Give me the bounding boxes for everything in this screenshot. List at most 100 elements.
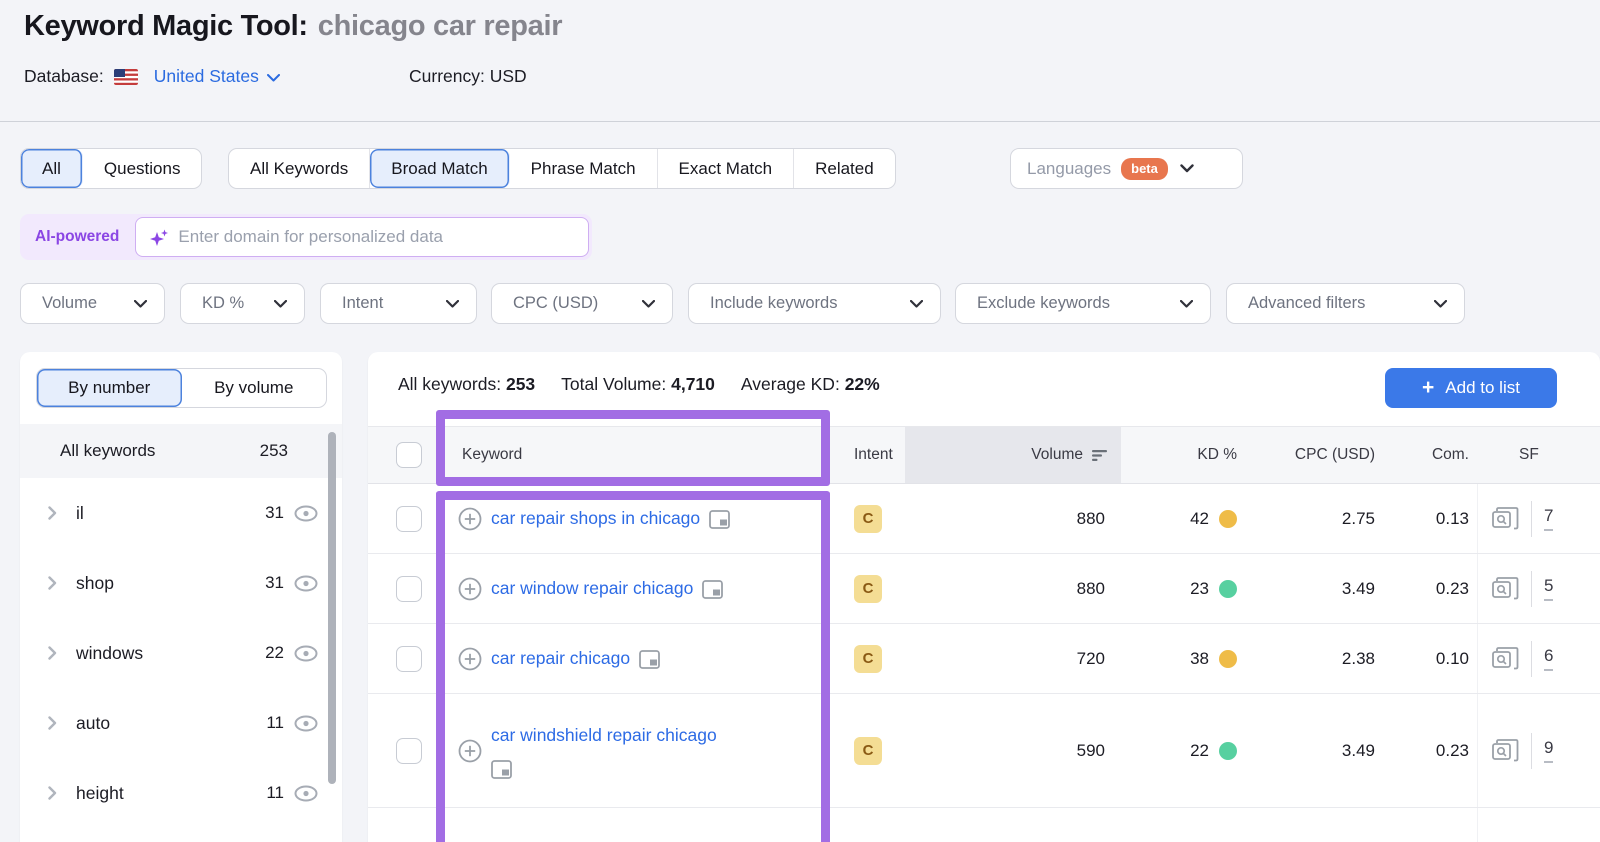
chevron-down-icon — [274, 299, 287, 308]
eye-icon[interactable] — [294, 715, 318, 732]
group-all-keywords[interactable]: All keywords 253 — [20, 424, 342, 478]
filter-exclude-keywords[interactable]: Exclude keywords — [955, 283, 1211, 324]
group-count: 11 — [266, 713, 284, 732]
group-label: height — [76, 782, 124, 803]
serp-preview-icon[interactable] — [1492, 576, 1519, 601]
column-header-volume[interactable]: Volume — [905, 427, 1121, 483]
column-header-com[interactable]: Com. — [1431, 446, 1469, 463]
tab-questions[interactable]: Questions — [103, 158, 181, 178]
serp-preview-icon[interactable] — [1492, 506, 1519, 531]
row-checkbox[interactable] — [396, 737, 422, 764]
filter-cpc[interactable]: CPC (USD) — [491, 283, 673, 324]
group-count: 253 — [259, 441, 288, 460]
group-il[interactable]: il 31 — [20, 478, 342, 548]
keyword-groups-panel: By number By volume All keywords 253 il … — [20, 352, 342, 842]
divider — [1531, 570, 1532, 607]
divider — [1531, 732, 1532, 769]
sidebar-scrollbar[interactable] — [328, 432, 336, 784]
cpc-value: 2.38 — [1341, 648, 1375, 668]
add-keyword-icon[interactable] — [458, 507, 482, 531]
com-value: 0.10 — [1435, 648, 1469, 668]
sf-count[interactable]: 5 — [1544, 576, 1554, 601]
eye-icon[interactable] — [294, 575, 318, 592]
keyword-link[interactable]: car repair shops in chicago — [491, 505, 731, 531]
tab-all-keywords[interactable]: All Keywords — [229, 149, 371, 188]
select-all-checkbox[interactable] — [396, 442, 422, 468]
chevron-right-icon[interactable] — [48, 646, 68, 660]
add-keyword-icon[interactable] — [458, 739, 482, 763]
table-header-row: Keyword Intent Volume KD % CPC (USD) Com… — [368, 426, 1600, 484]
chevron-right-icon[interactable] — [48, 716, 68, 730]
volume-value: 880 — [1076, 508, 1105, 528]
table-row: car repair chicago C 720 38 2.38 0.10 6 — [368, 624, 1600, 694]
toggle-by-volume[interactable]: By volume — [214, 378, 294, 397]
group-label: shop — [76, 572, 114, 593]
tab-broad-match[interactable]: Broad Match — [370, 149, 510, 188]
row-checkbox[interactable] — [396, 505, 422, 532]
group-count: 11 — [266, 783, 284, 802]
header-divider — [0, 121, 1600, 122]
languages-dropdown[interactable]: Languages beta — [1010, 148, 1243, 189]
table-row: car windshield repair chicago C 590 22 3… — [368, 694, 1600, 808]
tab-group-match-type: All Keywords Broad Match Phrase Match Ex… — [228, 148, 896, 189]
keyword-link[interactable]: car repair chicago — [491, 645, 661, 671]
sf-count[interactable]: 7 — [1544, 506, 1554, 531]
cpc-value: 2.75 — [1341, 508, 1375, 528]
eye-icon[interactable] — [294, 645, 318, 662]
keyword-link[interactable]: car windshield repair chicago — [491, 722, 723, 779]
cpc-value: 3.49 — [1341, 578, 1375, 598]
chevron-right-icon[interactable] — [48, 786, 68, 800]
group-count: 22 — [265, 643, 284, 662]
serp-preview-icon[interactable] — [1492, 646, 1519, 671]
serp-features-icon — [702, 580, 724, 599]
column-header-cpc[interactable]: CPC (USD) — [1294, 446, 1375, 463]
eye-icon[interactable] — [294, 785, 318, 802]
filter-kd[interactable]: KD % — [180, 283, 305, 324]
group-height[interactable]: height 11 — [20, 758, 342, 828]
filter-intent[interactable]: Intent — [320, 283, 477, 324]
group-windows[interactable]: windows 22 — [20, 618, 342, 688]
database-selector[interactable]: United States — [113, 66, 280, 87]
group-shop[interactable]: shop 31 — [20, 548, 342, 618]
keyword-link[interactable]: car window repair chicago — [491, 575, 724, 601]
add-to-list-button[interactable]: + Add to list — [1385, 368, 1557, 408]
column-header-kd[interactable]: KD % — [1197, 446, 1237, 463]
group-auto[interactable]: auto 11 — [20, 688, 342, 758]
eye-icon[interactable] — [294, 505, 318, 522]
chevron-down-icon — [134, 299, 147, 308]
column-header-keyword[interactable]: Keyword — [462, 446, 523, 463]
add-keyword-icon[interactable] — [458, 647, 482, 671]
database-row: Database: United States Currency: USD — [24, 66, 527, 87]
tab-all[interactable]: All — [21, 149, 83, 188]
domain-input[interactable] — [178, 227, 588, 247]
tab-related[interactable]: Related — [815, 158, 874, 178]
filter-advanced[interactable]: Advanced filters — [1226, 283, 1465, 324]
cpc-value: 3.49 — [1341, 740, 1375, 760]
divider — [1531, 640, 1532, 677]
chevron-right-icon[interactable] — [48, 576, 68, 590]
add-keyword-icon[interactable] — [458, 577, 482, 601]
row-checkbox[interactable] — [396, 575, 422, 602]
sf-count[interactable]: 6 — [1544, 646, 1554, 671]
row-checkbox[interactable] — [396, 645, 422, 672]
group-label: il — [76, 502, 84, 523]
group-label: windows — [76, 642, 144, 663]
column-header-sf[interactable]: SF — [1519, 446, 1539, 463]
intent-badge: C — [854, 504, 882, 533]
toggle-by-number[interactable]: By number — [37, 369, 182, 407]
filter-volume[interactable]: Volume — [20, 283, 165, 324]
column-header-intent[interactable]: Intent — [854, 446, 893, 463]
filter-include-keywords[interactable]: Include keywords — [688, 283, 941, 324]
page-title: Keyword Magic Tool: chicago car repair — [24, 10, 563, 43]
chevron-right-icon[interactable] — [48, 506, 68, 520]
sf-count[interactable]: 9 — [1544, 738, 1554, 763]
keywords-table-panel: All keywords: 253 Total Volume: 4,710 Av… — [368, 352, 1600, 842]
languages-label: Languages — [1027, 158, 1112, 178]
tab-group-question-filter: All Questions — [20, 148, 203, 189]
group-count: 31 — [265, 503, 284, 522]
sort-descending-icon — [1092, 449, 1109, 462]
tab-phrase-match[interactable]: Phrase Match — [510, 149, 658, 188]
serp-preview-icon[interactable] — [1492, 738, 1519, 763]
beta-badge: beta — [1121, 157, 1168, 180]
tab-exact-match[interactable]: Exact Match — [658, 149, 795, 188]
